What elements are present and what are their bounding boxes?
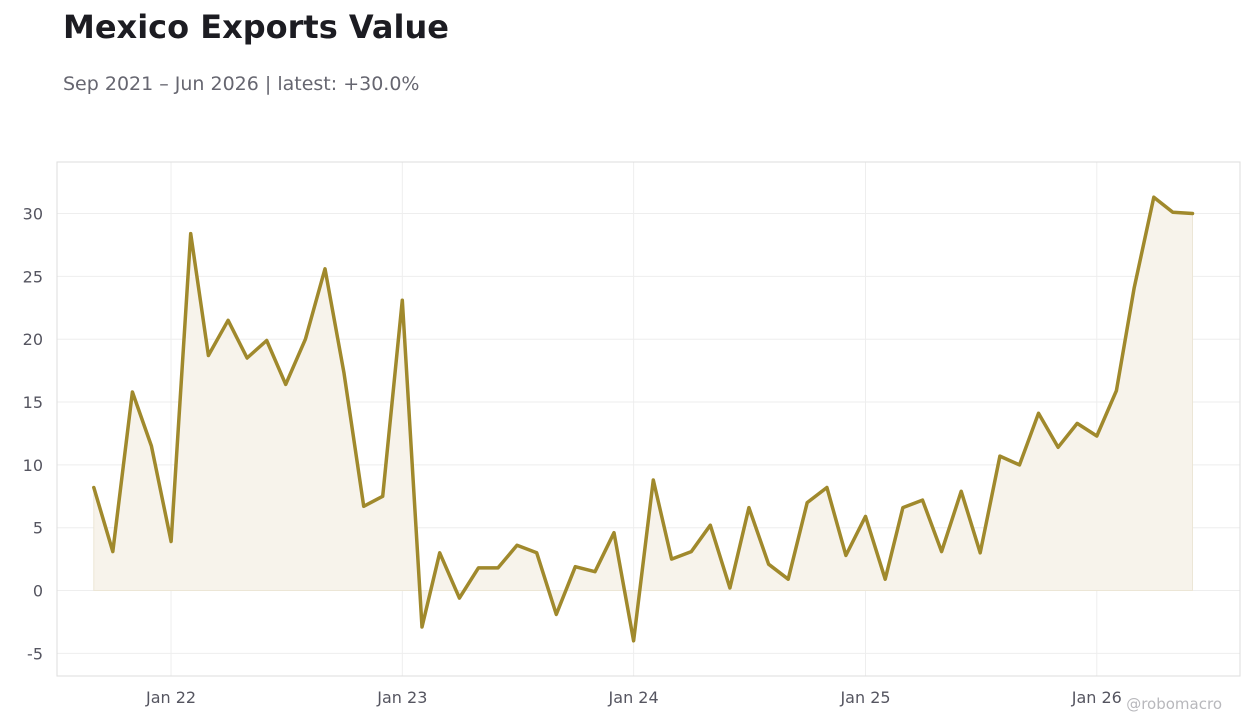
data-point — [1132, 286, 1136, 290]
data-point — [825, 485, 829, 489]
data-point — [149, 444, 153, 448]
data-point — [689, 550, 693, 554]
data-point — [998, 454, 1002, 458]
y-tick-label: 25 — [23, 267, 43, 286]
data-point — [1095, 434, 1099, 438]
y-tick-label: 5 — [33, 519, 43, 538]
data-point — [476, 566, 480, 570]
data-point — [420, 625, 424, 629]
data-point — [515, 543, 519, 547]
data-point — [169, 540, 173, 544]
x-tick-label: Jan 25 — [839, 688, 890, 707]
data-point — [438, 551, 442, 555]
data-point — [864, 514, 868, 518]
x-axis: Jan 22 Jan 23 Jan 24 Jan 25 Jan 26 — [145, 688, 1122, 707]
data-point — [130, 390, 134, 394]
y-tick-label: -5 — [27, 644, 43, 663]
data-point — [362, 504, 366, 508]
data-point — [632, 639, 636, 643]
data-point — [612, 531, 616, 535]
y-tick-label: 10 — [23, 456, 43, 475]
x-tick-label: Jan 23 — [376, 688, 427, 707]
data-point — [323, 267, 327, 271]
data-point — [573, 565, 577, 569]
data-point — [1171, 210, 1175, 214]
data-point — [381, 494, 385, 498]
data-point — [670, 557, 674, 561]
x-tick-label: Jan 24 — [608, 688, 659, 707]
data-point — [189, 232, 193, 236]
data-point — [959, 489, 963, 493]
data-point — [284, 382, 288, 386]
y-tick-label: 15 — [23, 393, 43, 412]
data-point — [303, 337, 307, 341]
plot-frame — [56, 161, 1241, 677]
data-point — [921, 498, 925, 502]
data-point — [1075, 421, 1079, 425]
y-tick-label: 30 — [23, 205, 43, 224]
data-point — [767, 562, 771, 566]
data-point — [245, 356, 249, 360]
y-axis: -5 0 5 10 15 20 25 30 — [23, 205, 43, 664]
data-point — [226, 318, 230, 322]
data-point — [805, 501, 809, 505]
data-point — [265, 338, 269, 342]
data-point — [708, 523, 712, 527]
data-point — [554, 612, 558, 616]
x-tick-label: Jan 22 — [145, 688, 196, 707]
y-tick-label: 20 — [23, 330, 43, 349]
data-point — [1037, 411, 1041, 415]
data-point — [535, 551, 539, 555]
data-point — [786, 577, 790, 581]
data-point — [651, 478, 655, 482]
data-point — [844, 553, 848, 557]
chart-title: Mexico Exports Value — [63, 8, 449, 46]
data-point — [111, 550, 115, 554]
x-tick-label: Jan 26 — [1071, 688, 1122, 707]
data-point — [92, 485, 96, 489]
y-tick-label: 0 — [33, 582, 43, 601]
watermark: @robomacro — [1126, 695, 1222, 713]
data-point — [728, 586, 732, 590]
data-point — [747, 506, 751, 510]
data-point — [206, 354, 210, 358]
data-point — [593, 570, 597, 574]
data-point — [901, 506, 905, 510]
data-point — [1152, 195, 1156, 199]
data-point — [1114, 389, 1118, 393]
data-point — [496, 566, 500, 570]
data-point — [1190, 212, 1194, 216]
data-point — [978, 551, 982, 555]
data-point — [940, 550, 944, 554]
data-point — [1056, 445, 1060, 449]
series-line — [92, 195, 1195, 643]
data-point — [457, 596, 461, 600]
data-point — [883, 577, 887, 581]
chart-subtitle: Sep 2021 – Jun 2026 | latest: +30.0% — [63, 73, 420, 95]
data-point — [342, 371, 346, 375]
data-point — [400, 298, 404, 302]
data-point — [1017, 463, 1021, 467]
